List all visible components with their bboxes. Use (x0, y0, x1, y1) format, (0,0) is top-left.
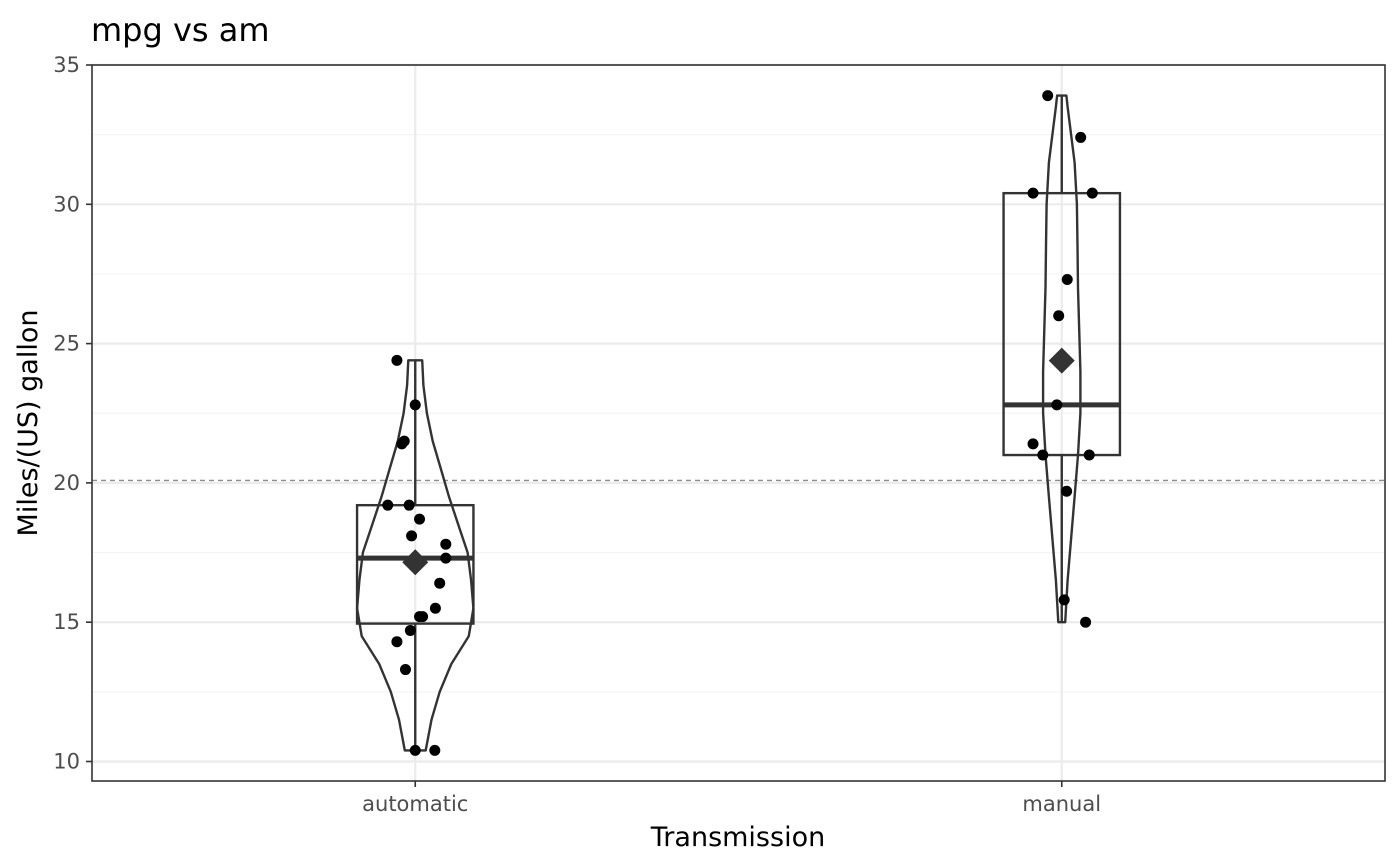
mean-marker-manual (1048, 347, 1075, 374)
data-point (396, 438, 408, 450)
chart-title: mpg vs am (91, 11, 270, 49)
data-point (1080, 616, 1092, 628)
data-point (1061, 274, 1073, 286)
y-tick-label: 10 (53, 749, 80, 773)
y-axis-title: Miles/(US) gallon (13, 310, 44, 537)
data-point (409, 744, 421, 756)
data-point (1075, 131, 1087, 143)
data-point (409, 399, 421, 411)
data-point (403, 499, 415, 511)
data-point (1051, 399, 1063, 411)
data-point (1037, 449, 1049, 461)
data-point (1027, 187, 1039, 199)
data-point (1061, 485, 1073, 497)
box-manual (1002, 191, 1122, 457)
data-point (1053, 310, 1065, 322)
plot-marks (355, 90, 1122, 756)
data-point (434, 577, 446, 589)
panel-border (91, 64, 1386, 782)
data-point (440, 552, 452, 564)
y-tick-label: 35 (53, 53, 80, 77)
data-point (1042, 90, 1054, 102)
data-point (1086, 187, 1098, 199)
data-point (429, 744, 441, 756)
x-axis-title: Transmission (650, 822, 825, 853)
data-point (1083, 449, 1095, 461)
y-tick-label: 25 (53, 332, 80, 356)
data-point (382, 499, 394, 511)
data-point (440, 538, 452, 550)
box-automatic (355, 503, 475, 625)
axes: 10 15 20 25 30 35 automatic manual (53, 53, 1101, 816)
y-tick-label: 30 (53, 192, 80, 216)
data-point (429, 602, 441, 614)
x-tick-label: manual (1022, 792, 1101, 816)
data-point (391, 354, 403, 366)
grid (92, 63, 1385, 781)
y-tick-label: 20 (53, 471, 80, 495)
data-point (406, 530, 418, 542)
x-tick-label: automatic (362, 792, 468, 816)
data-point (417, 611, 429, 623)
data-point (1058, 594, 1070, 606)
data-point (404, 625, 416, 637)
data-point (414, 513, 426, 525)
y-tick-label: 15 (53, 610, 80, 634)
data-point (1027, 438, 1039, 450)
mean-marker-automatic (402, 549, 429, 576)
data-point (399, 664, 411, 676)
data-point (391, 636, 403, 648)
